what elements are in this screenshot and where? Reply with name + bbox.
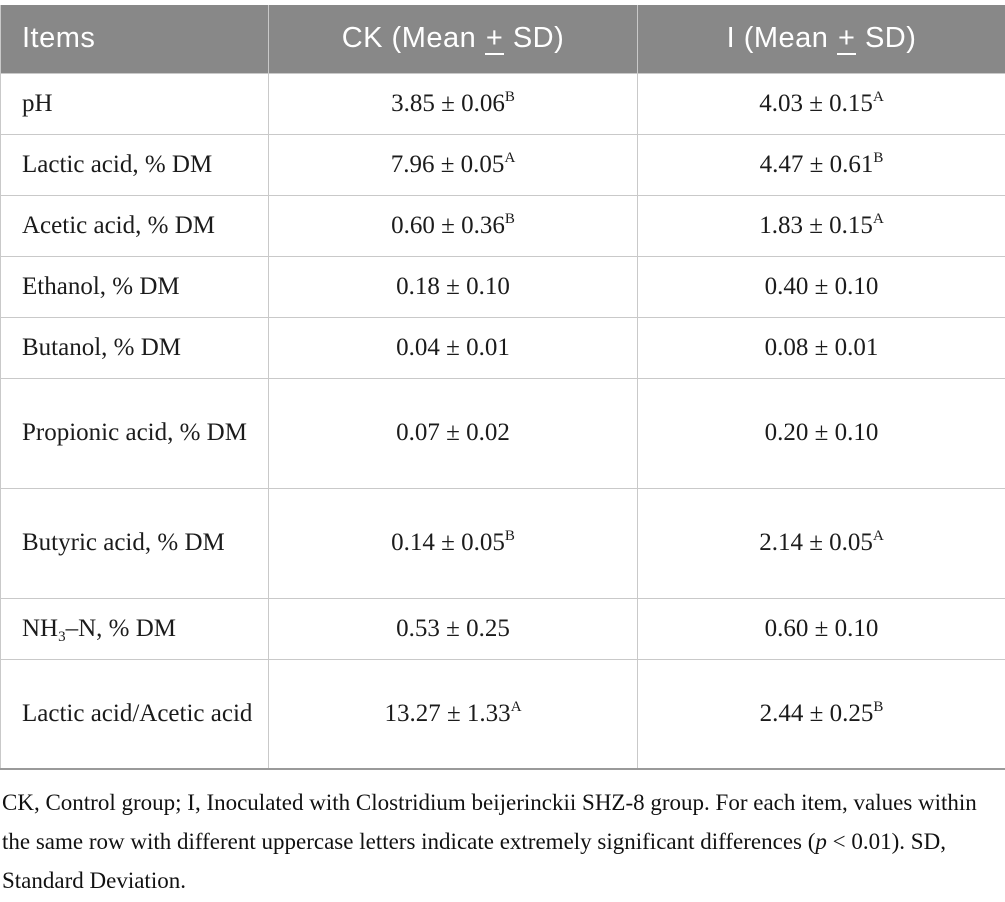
significance-letter: B	[504, 210, 515, 227]
col-header-items: Items	[0, 5, 269, 74]
item-cell: Lactic acid/Acetic acid	[0, 658, 269, 770]
col-header-ck-text: SD)	[504, 22, 565, 55]
footnote-text: CK, Control group; I, Inoculated with Cl…	[2, 790, 977, 855]
i-value-cell: 4.03 ± 0.15A	[637, 72, 1005, 135]
significance-letter: A	[872, 210, 884, 227]
item-cell: Acetic acid, % DM	[0, 194, 269, 257]
table-header: Items CK (Mean + SD) I (Mean + SD)	[0, 5, 1005, 74]
significance-letter: A	[510, 698, 522, 715]
mean-sd-value: 0.53 ± 0.25	[396, 614, 510, 642]
ck-value-cell: 3.85 ± 0.06B	[268, 72, 638, 135]
item-cell: Butyric acid, % DM	[0, 487, 269, 599]
table-body: pH 3.85 ± 0.06B 4.03 ± 0.15A Lactic acid…	[0, 72, 1005, 770]
significance-letter: B	[873, 149, 884, 166]
mean-sd-value: 2.14 ± 0.05	[759, 529, 873, 556]
ck-value-cell: 0.18 ± 0.10	[268, 255, 638, 318]
col-header-i-text: I (Mean	[726, 22, 837, 55]
plus-minus-symbol: +	[836, 22, 857, 56]
table-footnote: CK, Control group; I, Inoculated with Cl…	[0, 783, 1005, 900]
table-row-lactic-acetic-ratio: Lactic acid/Acetic acid 13.27 ± 1.33A 2.…	[0, 658, 1005, 770]
ck-value-cell: 0.14 ± 0.05B	[268, 487, 638, 599]
table-row-nh3-n: NH3–N, % DM 0.53 ± 0.25 0.60 ± 0.10	[0, 597, 1005, 660]
table-row-acetic-acid: Acetic acid, % DM 0.60 ± 0.36B 1.83 ± 0.…	[0, 194, 1005, 257]
subscript-3: 3	[58, 628, 66, 645]
item-text: –N, % DM	[65, 614, 177, 642]
table-row-ph: pH 3.85 ± 0.06B 4.03 ± 0.15A	[0, 72, 1005, 135]
mean-sd-value: 0.60 ± 0.10	[764, 614, 879, 642]
i-value-cell: 0.20 ± 0.10	[637, 377, 1005, 489]
item-cell: NH3–N, % DM	[0, 597, 269, 660]
col-header-i-text: SD)	[856, 22, 917, 55]
mean-sd-value: 0.60 ± 0.36	[391, 211, 505, 239]
mean-sd-value: 0.04 ± 0.01	[396, 333, 510, 361]
item-cell: Ethanol, % DM	[0, 255, 269, 318]
mean-sd-value: 7.96 ± 0.05	[390, 150, 505, 178]
table-row-propionic-acid: Propionic acid, % DM 0.07 ± 0.02 0.20 ± …	[0, 377, 1005, 489]
item-text: NH	[22, 614, 59, 642]
col-header-i: I (Mean + SD)	[637, 5, 1005, 74]
i-value-cell: 2.44 ± 0.25B	[637, 658, 1005, 770]
significance-letter: B	[504, 528, 515, 544]
mean-sd-value: 3.85 ± 0.06	[391, 89, 505, 117]
mean-sd-value: 0.14 ± 0.05	[391, 529, 505, 556]
i-value-cell: 2.14 ± 0.05A	[637, 487, 1005, 599]
item-cell: Propionic acid, % DM	[0, 377, 269, 489]
item-cell: Butanol, % DM	[0, 316, 269, 379]
mean-sd-value: 2.44 ± 0.25	[759, 699, 874, 727]
table-row-butanol: Butanol, % DM 0.04 ± 0.01 0.08 ± 0.01	[0, 316, 1005, 379]
mean-sd-value: 1.83 ± 0.15	[759, 211, 873, 239]
mean-sd-value: 0.08 ± 0.01	[764, 333, 879, 361]
mean-sd-value: 0.07 ± 0.02	[396, 419, 510, 446]
header-row: Items CK (Mean + SD) I (Mean + SD)	[0, 5, 1005, 74]
p-value-symbol: p	[815, 829, 827, 855]
table-row-ethanol: Ethanol, % DM 0.18 ± 0.10 0.40 ± 0.10	[0, 255, 1005, 318]
ck-value-cell: 0.60 ± 0.36B	[268, 194, 638, 257]
mean-sd-value: 0.20 ± 0.10	[764, 419, 879, 446]
mean-sd-value: 4.47 ± 0.61	[759, 150, 874, 178]
i-value-cell: 4.47 ± 0.61B	[637, 133, 1005, 196]
i-value-cell: 0.60 ± 0.10	[637, 597, 1005, 660]
mean-sd-value: 13.27 ± 1.33	[384, 699, 511, 727]
significance-letter: A	[504, 149, 516, 166]
ck-value-cell: 0.04 ± 0.01	[268, 316, 638, 379]
i-value-cell: 0.08 ± 0.01	[637, 316, 1005, 379]
i-value-cell: 0.40 ± 0.10	[637, 255, 1005, 318]
table-row-lactic-acid: Lactic acid, % DM 7.96 ± 0.05A 4.47 ± 0.…	[0, 133, 1005, 196]
i-value-cell: 1.83 ± 0.15A	[637, 194, 1005, 257]
ck-value-cell: 7.96 ± 0.05A	[268, 133, 638, 196]
item-cell: pH	[0, 72, 269, 135]
mean-sd-value: 0.18 ± 0.10	[396, 272, 510, 300]
item-cell: Lactic acid, % DM	[0, 133, 269, 196]
footnote-text: < 0.01). SD, Standard Deviation.	[2, 829, 946, 894]
plus-minus-symbol: +	[484, 22, 505, 56]
significance-letter: A	[872, 88, 884, 105]
ck-value-cell: 0.07 ± 0.02	[268, 377, 638, 489]
significance-letter: B	[504, 88, 515, 105]
fermentation-quality-table: Items CK (Mean + SD) I (Mean + SD) pH 3.…	[0, 5, 1005, 770]
ck-value-cell: 13.27 ± 1.33A	[268, 658, 638, 770]
col-header-ck: CK (Mean + SD)	[268, 5, 638, 74]
table-row-butyric-acid: Butyric acid, % DM 0.14 ± 0.05B 2.14 ± 0…	[0, 487, 1005, 599]
mean-sd-value: 0.40 ± 0.10	[764, 272, 879, 300]
significance-letter: B	[873, 698, 884, 715]
ck-value-cell: 0.53 ± 0.25	[268, 597, 638, 660]
col-header-ck-text: CK (Mean	[341, 22, 485, 55]
significance-letter: A	[872, 528, 884, 544]
mean-sd-value: 4.03 ± 0.15	[759, 89, 873, 117]
